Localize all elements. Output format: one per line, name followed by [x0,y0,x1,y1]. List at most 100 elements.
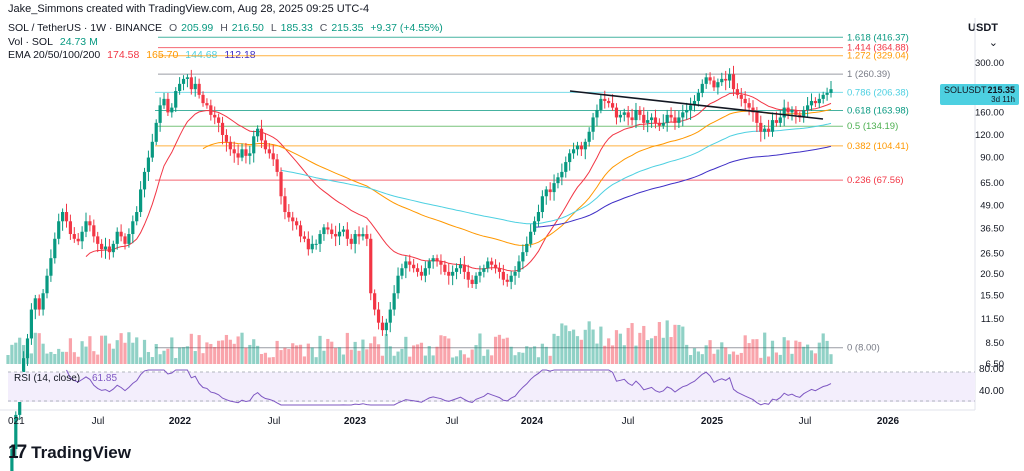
volume-bar [653,335,658,364]
candle-body [802,109,806,118]
rsi-label[interactable]: RSI (14, close) [14,373,80,384]
volume-bar [283,347,287,364]
volume-bar [447,338,451,364]
volume-bar [127,332,131,364]
candle-body [790,109,794,113]
volume-bar [412,345,416,364]
candle-body [813,100,817,104]
candle-body [712,80,716,88]
volume-bar [490,355,494,364]
volume-bar [688,355,693,364]
candle-body [201,94,205,104]
candle-body [396,275,400,294]
trendline[interactable] [569,90,824,120]
volume-bar [462,354,466,364]
candle-body [571,149,576,154]
candle-body [825,92,829,95]
fib-label: 0.786 (206.38) [847,87,909,98]
volume-bar [139,357,143,364]
candle-body [205,103,209,106]
candle-body [603,98,607,101]
candle-body [634,109,638,121]
rsi-band [8,372,975,402]
price-tag-countdown: 3d 11h [991,95,1015,104]
candle-body [501,271,505,280]
volume-bar [220,340,225,364]
candle-body [295,221,299,226]
last-price-tag[interactable]: SOLUSDT 215.35 3d 11h [940,84,1019,105]
volume-value: 24.73 M [59,36,98,48]
currency-chevron-icon[interactable]: ⌄ [988,37,998,49]
ema-legend[interactable]: EMA 20/50/100/200 174.58 165.70 144.68 1… [8,49,260,61]
candle-body [209,105,213,115]
time-tick-label: Jul [268,416,281,427]
candle-body [716,82,720,88]
candle-body [388,309,392,323]
candle-body [661,122,665,126]
volume-bar [228,339,232,364]
candle-body [392,293,396,310]
volume-bar [798,341,802,364]
volume-bar [88,336,92,364]
volume-bar [809,350,814,364]
volume-bar [423,355,427,364]
price-tick-label: 26.50 [980,249,1004,260]
volume-bar [638,332,642,364]
candle-body [610,103,615,108]
candle-body [310,243,314,250]
candle-body [419,271,424,276]
volume-bar [111,348,115,364]
volume-bar [64,351,69,364]
volume-bar [501,338,505,364]
fib-label: 0.5 (134.19) [847,121,898,132]
volume-bar [778,354,782,364]
volume-bar [162,350,166,364]
candle-body [688,105,693,110]
volume-bar [119,333,123,364]
volume-bar [817,342,821,364]
candle-body [287,212,291,218]
quote-currency[interactable]: USDT [968,22,998,34]
volume-bar [669,337,673,364]
volume-bar [6,354,10,364]
volume-bar [802,346,806,364]
candle-body [376,309,381,323]
low-value: 185.33 [280,22,313,34]
price-tick-label: 36.50 [980,223,1004,234]
volume-bar [252,339,256,364]
candle-body [669,114,673,118]
candle-body [782,107,786,118]
candle-body [431,258,435,262]
candle-body [166,98,170,113]
candle-body [357,234,361,237]
candle-body [365,234,369,239]
volume-bar [185,346,190,364]
volume-bar [529,347,533,364]
volume-bar [353,341,357,364]
volume-bar [591,329,595,364]
candle-body [677,117,681,123]
volume-bar [622,345,626,364]
fib-label: 1.618 (416.37) [847,32,909,43]
candle-body [185,77,190,79]
candle-body [119,231,123,237]
candle-body [443,264,447,272]
candle-body [29,309,34,339]
candle-body [61,212,65,222]
candle-body [220,122,225,135]
volume-bar [595,343,599,364]
tradingview-logo[interactable]: 17 TradingView [8,441,131,465]
candle-body [685,109,689,113]
candle-body [427,261,431,269]
candle-body [181,78,186,84]
candle-body [548,189,552,193]
volume-legend[interactable]: Vol · SOL 24.73 M [8,36,102,48]
volume-bar [217,340,221,364]
price-tick-label: 15.50 [980,291,1004,302]
volume-bar [302,356,307,364]
candle-body [544,189,548,197]
volume-bar [642,325,646,364]
candle-body [665,114,669,123]
